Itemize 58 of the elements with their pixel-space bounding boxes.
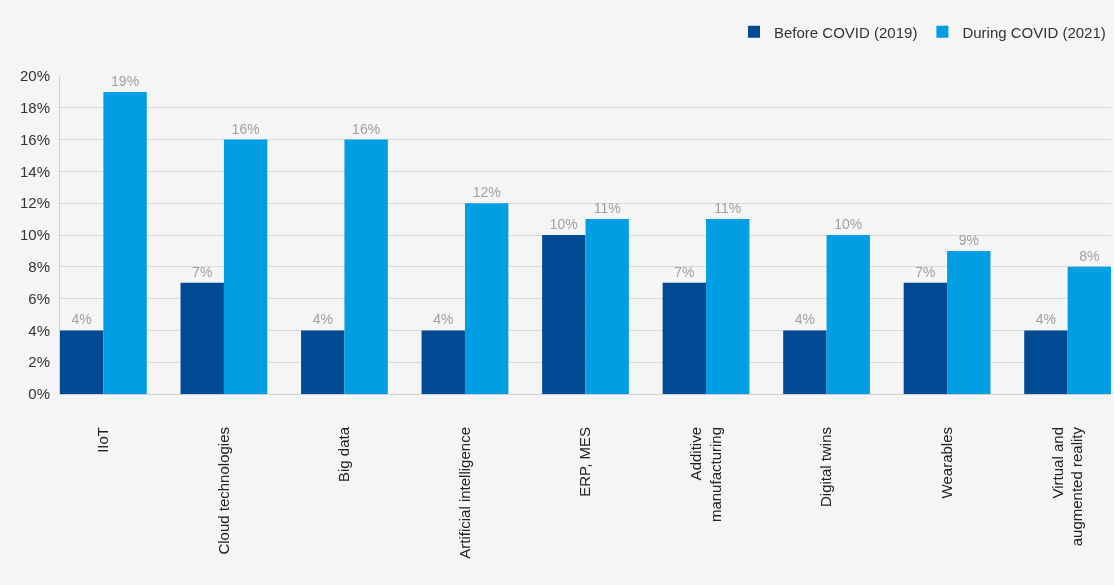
y-tick-label: 18% <box>19 99 50 117</box>
y-tick-label: 10% <box>19 226 50 244</box>
bar <box>1024 330 1068 394</box>
legend-label: Before COVID (2019) <box>774 23 918 41</box>
y-tick-label: 2% <box>28 353 50 371</box>
bar <box>783 330 827 394</box>
bar <box>662 282 707 394</box>
data-label: 16% <box>352 120 381 137</box>
x-tick-label: Digital twins <box>817 427 835 508</box>
data-label: 10% <box>549 216 578 232</box>
x-tick-label: Artificial intelligence <box>455 427 473 559</box>
data-label: 7% <box>915 263 936 280</box>
x-tick-label: Cloud technologies <box>214 427 232 555</box>
data-label: 11% <box>714 200 742 217</box>
bar <box>585 219 629 394</box>
data-label: 4% <box>794 311 815 328</box>
bar <box>464 203 509 394</box>
bar <box>103 91 147 394</box>
data-label: 7% <box>192 263 213 280</box>
bar <box>223 139 268 394</box>
data-label: 19% <box>111 72 140 89</box>
bar <box>903 282 948 394</box>
data-label: 9% <box>958 231 979 248</box>
y-tick-label: 12% <box>19 194 50 212</box>
legend-label: During COVID (2021) <box>962 23 1106 41</box>
data-label: 4% <box>1035 311 1057 328</box>
x-tick-label: Additive manufacturing <box>687 427 724 523</box>
y-tick-label: 20% <box>19 67 50 85</box>
bar <box>706 219 750 394</box>
bar <box>947 250 991 394</box>
data-label: 4% <box>71 311 92 328</box>
y-tick-label: 0% <box>28 385 50 403</box>
bar <box>344 139 388 394</box>
bar <box>826 235 870 394</box>
y-tick-label: 4% <box>28 321 50 339</box>
data-label: 7% <box>674 263 695 280</box>
data-label: 10% <box>834 216 863 232</box>
data-label: 12% <box>472 184 501 201</box>
x-tick-label: Wearables <box>937 427 955 499</box>
data-label: 4% <box>433 311 454 328</box>
bar <box>180 282 224 394</box>
bar <box>421 330 465 394</box>
data-label: 11% <box>593 200 621 217</box>
x-tick-label: IIoT <box>94 427 112 453</box>
bar <box>542 235 586 394</box>
y-tick-label: 16% <box>19 130 50 148</box>
y-tick-label: 8% <box>28 258 50 276</box>
x-tick-label: Virtual and augmented reality <box>1048 426 1086 547</box>
x-tick-label: ERP, MES <box>576 427 594 497</box>
x-tick-label: Big data <box>335 426 353 483</box>
y-tick-label: 14% <box>19 162 50 180</box>
bar <box>301 330 345 394</box>
y-tick-label: 6% <box>28 289 50 307</box>
data-label: 8% <box>1079 247 1100 264</box>
bar <box>1067 266 1111 394</box>
data-label: 16% <box>231 120 260 137</box>
data-label: 4% <box>312 311 333 328</box>
bar <box>60 330 104 394</box>
